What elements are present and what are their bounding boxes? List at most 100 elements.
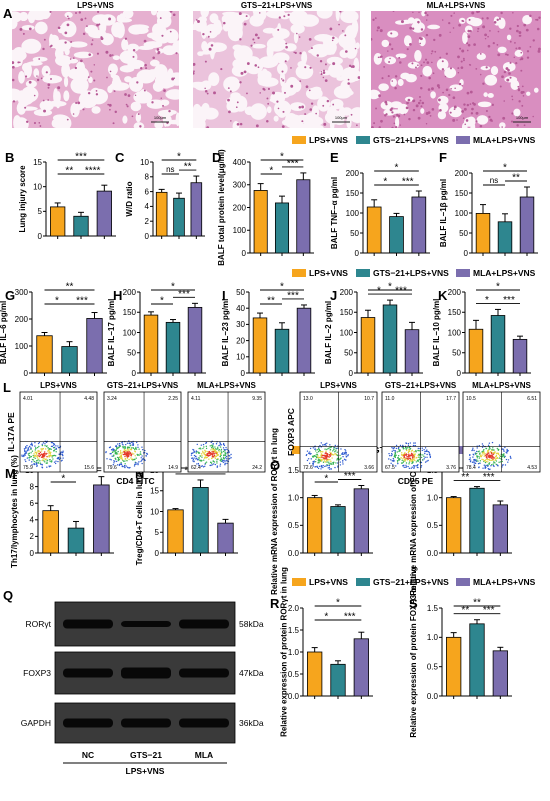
flow-event — [61, 453, 64, 456]
histology-nucleus — [132, 55, 135, 58]
flow-event — [206, 454, 208, 457]
flow-event — [41, 450, 43, 452]
histology-alveolus — [63, 76, 69, 88]
panel-letter: G — [5, 288, 15, 303]
flow-event — [329, 463, 331, 465]
flow-event — [134, 463, 136, 466]
bar — [382, 304, 398, 374]
flow-event — [502, 454, 505, 456]
histology-nucleus — [70, 40, 73, 43]
flow-event — [345, 456, 348, 458]
quadrant-value: 6.51 — [527, 396, 537, 402]
histology-alveolus — [245, 56, 262, 72]
histology-nucleus — [477, 27, 480, 30]
flow-event — [424, 461, 427, 463]
histology-nucleus — [441, 68, 445, 71]
histology-nucleus — [379, 126, 381, 128]
histology-nucleus — [172, 13, 176, 17]
histology-nucleus — [281, 78, 283, 80]
flow-event — [46, 462, 49, 464]
flow-event — [396, 461, 399, 463]
flow-event — [327, 467, 329, 469]
histology-nucleus — [243, 70, 247, 74]
flow-event — [124, 446, 126, 449]
flow-event — [118, 463, 121, 466]
histology-nucleus — [282, 110, 285, 113]
flow-event — [309, 451, 311, 453]
histology-nucleus — [450, 14, 453, 17]
flow-event — [48, 456, 51, 458]
histology-nucleus — [492, 41, 495, 45]
flow-event — [312, 456, 315, 458]
histology-nucleus — [471, 11, 475, 15]
histology-nucleus — [503, 70, 507, 74]
blot-lane-label: GTS−21 — [130, 750, 162, 760]
flow-event — [134, 455, 136, 457]
flow-event — [219, 459, 221, 462]
histology-alveolus — [107, 85, 113, 94]
histology-nucleus — [436, 84, 440, 88]
legend-label: LPS+VNS — [309, 135, 348, 145]
histology-alveolus — [91, 106, 101, 114]
y-tick-label: 200 — [233, 203, 247, 212]
histology-nucleus — [463, 59, 465, 62]
flow-event — [340, 457, 342, 459]
flow-event — [124, 452, 126, 454]
flow-event — [321, 456, 323, 458]
histology-alveolus — [316, 11, 333, 19]
histology-nucleus — [498, 17, 501, 20]
significance-label: *** — [503, 295, 515, 306]
y-tick-label: 0.5 — [427, 662, 439, 671]
flow-event — [44, 443, 46, 445]
histology-alveolus — [301, 51, 308, 65]
flow-event — [415, 450, 417, 453]
histology-nucleus — [516, 24, 519, 28]
histology-nucleus — [47, 99, 50, 101]
histology-nucleus — [134, 94, 137, 97]
histology-alveolus — [84, 24, 98, 35]
flow-event — [118, 457, 120, 459]
histology-nucleus — [506, 53, 509, 56]
flow-event — [118, 444, 121, 447]
histology-nucleus — [412, 108, 416, 112]
flow-event — [496, 452, 498, 454]
flow-event — [491, 449, 493, 452]
histology-title: LPS+VNS — [77, 1, 114, 10]
flow-event — [51, 455, 53, 457]
legend-swatch — [356, 269, 370, 277]
histology-alveolus — [175, 112, 179, 127]
histology-nucleus — [33, 122, 37, 125]
histology-alveolus — [49, 34, 59, 45]
histology-nucleus — [381, 77, 384, 80]
y-axis-label: BALF IL−1β pg/ml — [439, 179, 448, 247]
flow-event — [36, 464, 38, 467]
histology-nucleus — [431, 50, 434, 53]
histology-nucleus — [66, 118, 69, 121]
flow-event — [336, 451, 338, 453]
histology-nucleus — [310, 47, 313, 50]
flow-event — [411, 453, 414, 455]
flow-event — [30, 455, 33, 458]
flow-event — [483, 455, 485, 457]
histology-alveolus — [39, 100, 54, 111]
flow-event — [144, 449, 146, 452]
flow-event — [130, 457, 132, 459]
histology-nucleus — [67, 17, 70, 20]
histology-nucleus — [506, 78, 510, 82]
histology-alveolus — [384, 56, 397, 65]
flow-event — [205, 445, 208, 448]
histology-nucleus — [206, 126, 210, 128]
histology-nucleus — [82, 32, 86, 36]
flow-event — [105, 451, 107, 454]
histology-nucleus — [162, 104, 164, 107]
histology-nucleus — [518, 46, 521, 50]
flow-event — [41, 456, 43, 458]
flow-event — [132, 459, 134, 461]
flow-event — [405, 454, 407, 457]
flow-event — [208, 452, 211, 455]
flow-event — [36, 457, 39, 459]
flow-event — [324, 443, 326, 446]
bar — [187, 306, 203, 374]
flow-event — [409, 454, 411, 457]
histology-panels: ALPS+VNS100μmGTS−21+LPS+VNS100μmMLA+LPS+… — [3, 1, 541, 128]
